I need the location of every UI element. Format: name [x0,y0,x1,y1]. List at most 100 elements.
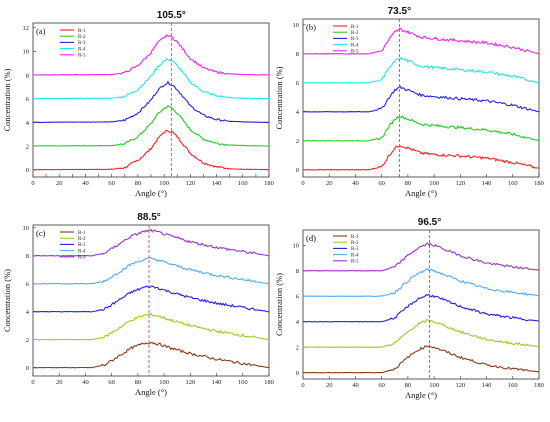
panel-label: (a) [36,26,46,36]
y-tick-label: 2 [296,344,299,351]
x-tick-label: 80 [405,382,412,389]
legend-entry: R-2 [78,35,86,40]
x-tick-label: 160 [238,379,248,386]
x-tick-label: 80 [405,180,412,187]
series-line-r-5 [32,228,270,257]
legend-entry: R-1 [78,29,86,34]
x-tick-label: 100 [159,379,169,386]
x-tick-label: 20 [56,180,63,187]
legend-entry: R-2 [351,31,359,36]
panel-label: (b) [306,22,316,32]
peak-angle-label: 105.5° [157,10,186,21]
series-line-r-2 [302,115,540,142]
y-tick-label: 10 [293,243,300,250]
y-axis-title: Concentration (%) [274,273,284,336]
panel-label: (c) [36,228,46,238]
y-tick-label: 0 [26,365,29,372]
x-tick-label: 100 [429,382,439,389]
series-line-r-5 [303,27,540,55]
y-tick-label: 8 [26,72,29,79]
y-tick-label: 0 [296,370,299,377]
series-line-r-4 [32,257,270,285]
x-tick-label: 100 [429,180,439,187]
x-tick-label: 20 [326,382,333,389]
legend-entry: R-5 [78,54,86,59]
x-tick-label: 140 [212,379,222,386]
legend-entry: R-1 [351,235,359,240]
x-axis-title: Angle (°) [135,188,167,198]
y-tick-label: 4 [26,120,30,127]
y-axis-title: Concentration (%) [274,66,284,129]
y-tick-label: 6 [26,96,30,103]
y-axis-title: Concentration (%) [2,269,12,332]
series-line-r-3 [302,293,540,323]
legend-entry: R-5 [351,260,359,265]
y-tick-label: 2 [26,337,29,344]
legend-entry: R-3 [78,243,86,248]
plot-frame [302,18,540,178]
x-tick-label: 140 [482,180,492,187]
y-tick-label: 4 [296,109,300,116]
x-tick-label: 120 [455,180,465,187]
x-axis-title: Angle (°) [405,390,437,400]
chart-panel-3: 0 20 40 60 80 100 120 140 160 180 0 2 4 6 8 10 Angle (°)… [2,212,274,397]
series-line-r-4 [303,56,540,84]
plot-frame [302,229,540,380]
y-tick-label: 8 [296,51,299,58]
y-tick-label: 2 [26,144,29,151]
x-tick-label: 140 [212,180,222,187]
x-tick-label: 0 [31,379,34,386]
y-tick-label: 2 [296,138,299,145]
series-line-r-2 [32,312,270,341]
series-line-r-5 [33,34,270,76]
x-tick-label: 120 [455,382,465,389]
y-tick-label: 4 [296,319,300,326]
x-tick-label: 40 [352,180,359,187]
y-tick-label: 10 [23,49,30,56]
series-line-r-4 [302,267,540,297]
x-tick-label: 0 [31,180,34,187]
chart-panel-4: 0 20 40 60 80 100 120 140 160 180 0 2 4 6 8 10 Angle (°)… [274,217,544,400]
y-tick-label: 10 [293,22,300,29]
series-line-r-5 [302,242,540,272]
x-tick-label: 40 [82,180,89,187]
chart-panel-1: 0 20 40 60 80 100 120 140 160 180 0 2 4 6 8 10 12 Angle (… [2,10,274,198]
plot-frame [32,224,270,377]
legend-entry: R-5 [351,50,359,55]
x-tick-label: 0 [301,180,304,187]
y-tick-label: 6 [26,281,30,288]
x-tick-label: 60 [378,180,385,187]
y-tick-label: 4 [26,309,30,316]
x-tick-label: 80 [135,180,142,187]
x-tick-label: 180 [534,382,544,389]
x-tick-label: 160 [238,180,248,187]
x-axis-title: Angle (°) [405,188,437,198]
y-tick-label: 6 [296,80,300,87]
y-axis-title: Concentration (%) [2,68,12,131]
legend-entry: R-5 [78,256,86,261]
peak-angle-label: 88.5° [137,212,160,223]
x-tick-label: 60 [108,180,115,187]
legend-entry: R-1 [351,25,359,30]
y-tick-label: 0 [26,167,29,174]
x-tick-label: 180 [264,180,274,187]
x-tick-label: 20 [326,180,333,187]
legend-entry: R-4 [78,249,86,254]
x-tick-label: 120 [185,180,195,187]
series-line-r-4 [33,58,270,100]
x-tick-label: 160 [508,180,518,187]
x-tick-label: 100 [159,180,169,187]
y-tick-label: 6 [296,294,300,301]
y-tick-label: 10 [23,225,30,232]
legend-entry: R-3 [351,247,359,252]
x-tick-label: 40 [82,379,89,386]
peak-angle-label: 96.5° [418,217,441,228]
panel-label: (d) [306,233,316,243]
series-line-r-3 [33,80,270,123]
series-line-r-1 [303,345,540,374]
legend-entry: R-4 [351,43,359,48]
legend-entry: R-1 [78,231,86,236]
series-line-r-1 [33,342,270,369]
y-tick-label: 8 [26,253,29,260]
